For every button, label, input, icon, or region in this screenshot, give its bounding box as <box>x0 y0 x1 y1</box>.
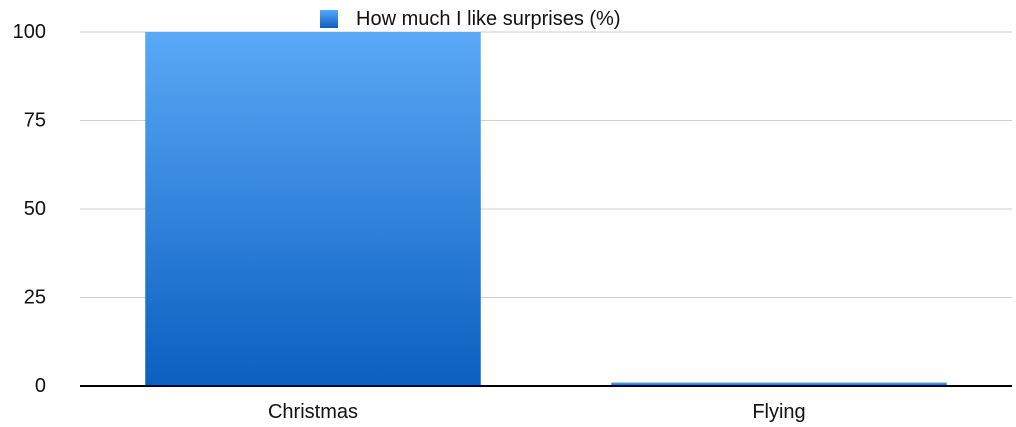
y-tick-label: 100 <box>13 21 46 43</box>
legend-swatch <box>320 10 338 28</box>
bars <box>145 32 947 386</box>
y-tick-label: 25 <box>24 287 46 309</box>
y-tick-label: 50 <box>24 198 46 220</box>
legend-label: How much I like surprises (%) <box>356 8 621 30</box>
x-category-label: Christmas <box>268 401 358 423</box>
x-category-label: Flying <box>752 401 805 423</box>
y-tick-label: 0 <box>35 375 46 397</box>
bar-christmas <box>145 32 481 386</box>
axes: 0 25 50 75 100 Christmas Flying <box>13 21 1012 423</box>
legend: How much I like surprises (%) <box>320 8 621 30</box>
bar-flying <box>611 382 947 386</box>
y-tick-label: 75 <box>24 110 46 132</box>
